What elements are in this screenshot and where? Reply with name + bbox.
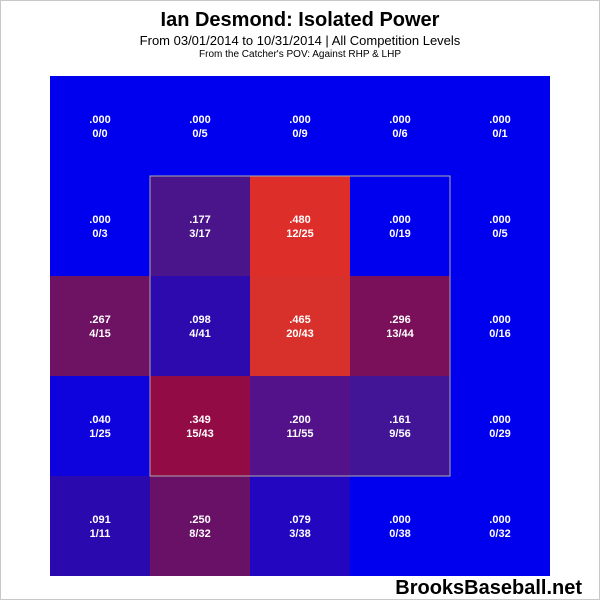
cell-iso-value: .465 [289, 314, 310, 326]
cell-ratio: 13/44 [386, 328, 414, 340]
cell-ratio: 0/32 [489, 528, 510, 540]
cell-iso-value: .000 [289, 114, 310, 126]
cell-iso-value: .000 [89, 114, 110, 126]
cell-ratio: 0/6 [392, 128, 407, 140]
cell-ratio: 0/9 [292, 128, 307, 140]
cell-iso-value: .267 [89, 314, 110, 326]
cell-iso-value: .000 [489, 114, 510, 126]
heatmap-cell [450, 276, 550, 376]
cell-iso-value: .000 [489, 214, 510, 226]
heatmap-cell [50, 476, 150, 576]
cell-iso-value: .000 [489, 314, 510, 326]
cell-ratio: 0/0 [92, 128, 107, 140]
cell-iso-value: .091 [89, 514, 110, 526]
heatmap-cell [250, 376, 350, 476]
cell-ratio: 1/11 [90, 528, 111, 540]
heatmap-cell [50, 76, 150, 176]
heatmap-cell [150, 276, 250, 376]
site-watermark: BrooksBaseball.net [395, 577, 582, 599]
chart-title: Ian Desmond: Isolated Power [160, 9, 440, 31]
heatmap-cell [250, 476, 350, 576]
cell-iso-value: .098 [189, 314, 210, 326]
cell-ratio: 20/43 [286, 328, 314, 340]
cell-iso-value: .161 [389, 414, 410, 426]
heatmap-cell [150, 476, 250, 576]
cell-ratio: 15/43 [186, 428, 214, 440]
strike-zone-outline [149, 175, 451, 477]
heatmap-cell [150, 76, 250, 176]
cell-ratio: 4/15 [89, 328, 110, 340]
chart-pov-note: From the Catcher's POV: Against RHP & LH… [199, 49, 401, 60]
cell-ratio: 0/5 [492, 228, 507, 240]
cell-ratio: 3/17 [189, 228, 210, 240]
heatmap-cell [450, 376, 550, 476]
cell-iso-value: .000 [489, 414, 510, 426]
cell-ratio: 0/1 [492, 128, 507, 140]
cell-iso-value: .000 [89, 214, 110, 226]
heatmap-cell [450, 476, 550, 576]
heatmap-cell [250, 276, 350, 376]
cell-iso-value: .349 [189, 414, 210, 426]
cell-ratio: 11/55 [287, 428, 314, 440]
heatmap-cell [450, 176, 550, 276]
heatmap-cell [350, 76, 450, 176]
cell-iso-value: .250 [189, 514, 210, 526]
cell-iso-value: .000 [189, 114, 210, 126]
heatmap-cell [450, 76, 550, 176]
cell-iso-value: .040 [89, 414, 110, 426]
heatmap-cell [50, 276, 150, 376]
cell-iso-value: .480 [289, 214, 310, 226]
cell-ratio: 8/32 [189, 528, 210, 540]
heatmap-cell [50, 376, 150, 476]
heatmap-cell [250, 76, 350, 176]
cell-iso-value: .000 [389, 114, 410, 126]
cell-ratio: 9/56 [389, 428, 410, 440]
cell-ratio: 0/16 [489, 328, 510, 340]
heatmap-cell [350, 476, 450, 576]
heatmap-cell [350, 276, 450, 376]
cell-iso-value: .079 [289, 514, 310, 526]
cell-ratio: 0/5 [192, 128, 207, 140]
cell-ratio: 0/3 [92, 228, 107, 240]
heatmap-cell [350, 376, 450, 476]
cell-ratio: 12/25 [286, 228, 314, 240]
cell-iso-value: .200 [289, 414, 310, 426]
heatmap-cell [250, 176, 350, 276]
cell-ratio: 3/38 [289, 528, 310, 540]
cell-iso-value: .177 [189, 214, 210, 226]
cell-ratio: 1/25 [89, 428, 110, 440]
heatmap-cell [350, 176, 450, 276]
chart-subtitle: From 03/01/2014 to 10/31/2014 | All Comp… [139, 33, 461, 48]
cell-ratio: 4/41 [189, 328, 210, 340]
cell-iso-value: .000 [389, 214, 410, 226]
cell-iso-value: .000 [389, 514, 410, 526]
cell-ratio: 0/29 [489, 428, 510, 440]
heatmap-cell [150, 376, 250, 476]
heatmap-cell [50, 176, 150, 276]
cell-ratio: 0/38 [389, 528, 410, 540]
cell-iso-value: .000 [489, 514, 510, 526]
cell-iso-value: .296 [389, 314, 410, 326]
heatmap-cell [150, 176, 250, 276]
cell-ratio: 0/19 [389, 228, 410, 240]
